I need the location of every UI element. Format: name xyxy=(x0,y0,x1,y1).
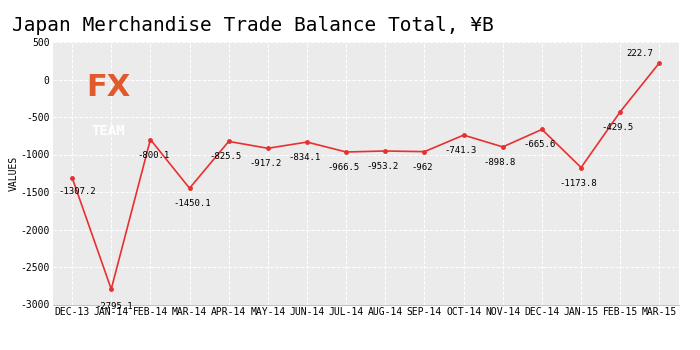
Text: -429.5: -429.5 xyxy=(601,123,634,132)
Text: -898.8: -898.8 xyxy=(484,158,516,167)
Text: -741.3: -741.3 xyxy=(444,146,477,155)
Text: 222.7: 222.7 xyxy=(626,49,653,58)
Text: -665.6: -665.6 xyxy=(523,140,555,149)
Text: -1450.1: -1450.1 xyxy=(174,199,211,208)
Text: TEAM: TEAM xyxy=(92,124,125,138)
Text: -825.5: -825.5 xyxy=(210,153,242,161)
Y-axis label: VALUES: VALUES xyxy=(9,156,19,191)
Text: Japan Merchandise Trade Balance Total, ¥B: Japan Merchandise Trade Balance Total, ¥… xyxy=(12,16,493,35)
Text: -1173.8: -1173.8 xyxy=(559,178,597,188)
Text: -962: -962 xyxy=(411,163,433,172)
Text: -966.5: -966.5 xyxy=(328,163,360,172)
Text: -800.1: -800.1 xyxy=(137,150,169,160)
Text: -1307.2: -1307.2 xyxy=(59,187,97,196)
Text: -917.2: -917.2 xyxy=(249,159,281,168)
Text: -834.1: -834.1 xyxy=(288,153,321,162)
Text: -953.2: -953.2 xyxy=(366,162,399,171)
Text: FX: FX xyxy=(86,74,130,102)
Text: -2795.1: -2795.1 xyxy=(95,302,133,310)
